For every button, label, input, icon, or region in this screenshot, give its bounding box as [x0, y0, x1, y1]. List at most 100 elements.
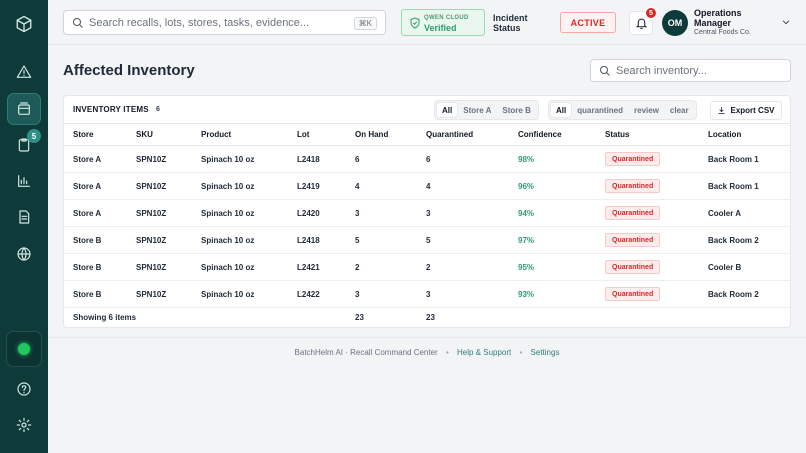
table-row[interactable]: Store A SPN10Z Spinach 10 oz L2420 3 3 9… — [64, 199, 790, 227]
search-shortcut: ⌘K — [353, 17, 377, 30]
status-filter-all[interactable]: All — [551, 103, 572, 117]
item-count: 6 — [156, 106, 160, 113]
cell-location: Back Room 2 — [708, 226, 790, 254]
status-badge: Quarantined — [605, 206, 661, 220]
sidebar-item-reports[interactable] — [7, 165, 41, 197]
sidebar-item-tasks[interactable] — [7, 129, 41, 161]
column-header-on-hand[interactable]: On Hand — [355, 123, 426, 146]
cloud-status: Verified — [424, 23, 457, 33]
cell-location: Cooler A — [708, 199, 790, 227]
sidebar-item-inventory[interactable] — [7, 93, 41, 125]
chevron-down-icon[interactable] — [781, 17, 791, 27]
help-support-link[interactable]: Help & Support — [457, 348, 512, 357]
bell-icon — [635, 18, 647, 29]
tasks-badge: 5 — [27, 129, 41, 143]
status-filter-review[interactable]: review — [634, 105, 659, 115]
cell-on-hand: 3 — [355, 199, 426, 227]
cell-location: Back Room 2 — [708, 280, 790, 308]
table-row[interactable]: Store B SPN10Z Spinach 10 oz L2422 3 3 9… — [64, 280, 790, 308]
cell-product: Spinach 10 oz — [201, 226, 297, 254]
cell-quarantined: 6 — [426, 145, 518, 173]
store-filter-store-a[interactable]: Store A — [463, 105, 492, 115]
cell-lot: L2418 — [297, 145, 355, 173]
global-search[interactable]: ⌘K — [63, 10, 386, 35]
column-header-product[interactable]: Product — [201, 123, 297, 146]
cell-product: Spinach 10 oz — [201, 280, 297, 308]
status-badge: Quarantined — [605, 260, 661, 274]
page-footer: BatchHelm AI · Recall Command Center • H… — [48, 337, 806, 453]
column-header-lot[interactable]: Lot — [297, 123, 355, 146]
table-row[interactable]: Store B SPN10Z Spinach 10 oz L2418 5 5 9… — [64, 226, 790, 254]
status-filter-quarantined[interactable]: quarantined — [577, 105, 624, 115]
export-csv-button[interactable]: Export CSV — [710, 101, 782, 120]
notifications-button[interactable] — [629, 11, 653, 35]
column-header-confidence[interactable]: Confidence — [518, 123, 605, 146]
document-icon — [19, 210, 30, 224]
status-filter-clear[interactable]: clear — [669, 105, 689, 115]
cell-status: Quarantined — [605, 280, 708, 308]
cell-status: Quarantined — [605, 253, 708, 281]
user-org: Central Foods Co. — [694, 29, 751, 36]
export-csv-label: Export CSV — [730, 106, 775, 115]
status-badge: Quarantined — [605, 152, 661, 166]
top-bar: ⌘K QWEN CLOUD Verified Incident Status A… — [48, 0, 806, 45]
settings-icon[interactable] — [7, 409, 41, 441]
table-footer-row: Showing 6 items 23 23 — [64, 308, 790, 328]
global-search-input[interactable] — [89, 14, 349, 32]
cell-confidence: 95% — [518, 253, 605, 281]
column-header-store[interactable]: Store — [64, 123, 136, 146]
cell-sku: SPN10Z — [136, 145, 201, 173]
dashboard-logo-icon[interactable] — [7, 8, 41, 40]
cell-status: Quarantined — [605, 199, 708, 227]
cell-quarantined: 5 — [426, 226, 518, 254]
system-status-indicator[interactable] — [6, 331, 42, 367]
inventory-icon — [18, 102, 30, 115]
status-dot-icon — [18, 343, 30, 355]
total-on-hand: 23 — [355, 313, 364, 323]
cloud-label: QWEN CLOUD — [424, 15, 469, 21]
column-header-sku[interactable]: SKU — [136, 123, 201, 146]
cell-product: Spinach 10 oz — [201, 172, 297, 200]
cell-confidence: 94% — [518, 199, 605, 227]
column-header-quarantined[interactable]: Quarantined — [426, 123, 518, 146]
incident-status-badge[interactable]: ACTIVE — [560, 12, 616, 33]
inventory-panel: INVENTORY ITEMS 6 All Store A Store B Al… — [63, 95, 791, 328]
settings-link[interactable]: Settings — [530, 348, 560, 357]
store-filter-all[interactable]: All — [437, 103, 458, 117]
cell-store: Store A — [64, 199, 136, 227]
status-filter: All quarantined review clear — [548, 100, 697, 120]
column-header-status[interactable]: Status — [605, 123, 708, 146]
cell-on-hand: 5 — [355, 226, 426, 254]
column-header-location[interactable]: Location — [708, 123, 790, 146]
panel-title: INVENTORY ITEMS — [73, 105, 149, 114]
cell-product: Spinach 10 oz — [201, 253, 297, 281]
avatar[interactable]: OM — [662, 10, 688, 36]
cell-status: Quarantined — [605, 226, 708, 254]
table-row[interactable]: Store B SPN10Z Spinach 10 oz L2421 2 2 9… — [64, 253, 790, 281]
inventory-search[interactable] — [590, 59, 791, 82]
help-icon[interactable] — [7, 373, 41, 405]
inventory-search-input[interactable] — [616, 63, 781, 79]
alert-icon[interactable] — [7, 56, 41, 88]
chart-icon — [18, 175, 30, 187]
incident-status-label: Incident Status — [493, 13, 528, 33]
cell-lot: L2419 — [297, 172, 355, 200]
inventory-table: Store SKU Product Lot On Hand Quarantine… — [64, 123, 790, 328]
cloud-status-badge: QWEN CLOUD Verified — [401, 9, 485, 36]
table-row[interactable]: Store A SPN10Z Spinach 10 oz L2419 4 4 9… — [64, 172, 790, 200]
sidebar-item-network[interactable] — [7, 238, 41, 270]
store-filter-store-b[interactable]: Store B — [502, 105, 531, 115]
cell-quarantined: 3 — [426, 199, 518, 227]
total-quarantined: 23 — [426, 313, 435, 323]
table-row[interactable]: Store A SPN10Z Spinach 10 oz L2418 6 6 9… — [64, 145, 790, 173]
cell-lot: L2418 — [297, 226, 355, 254]
cell-store: Store A — [64, 145, 136, 173]
user-name: Operations Manager — [694, 8, 742, 28]
notification-count-badge: 5 — [645, 7, 657, 19]
cell-location: Cooler B — [708, 253, 790, 281]
sidebar-item-documents[interactable] — [7, 201, 41, 233]
cell-on-hand: 4 — [355, 172, 426, 200]
globe-icon — [17, 247, 31, 261]
cell-product: Spinach 10 oz — [201, 199, 297, 227]
page-title: Affected Inventory — [63, 62, 195, 79]
